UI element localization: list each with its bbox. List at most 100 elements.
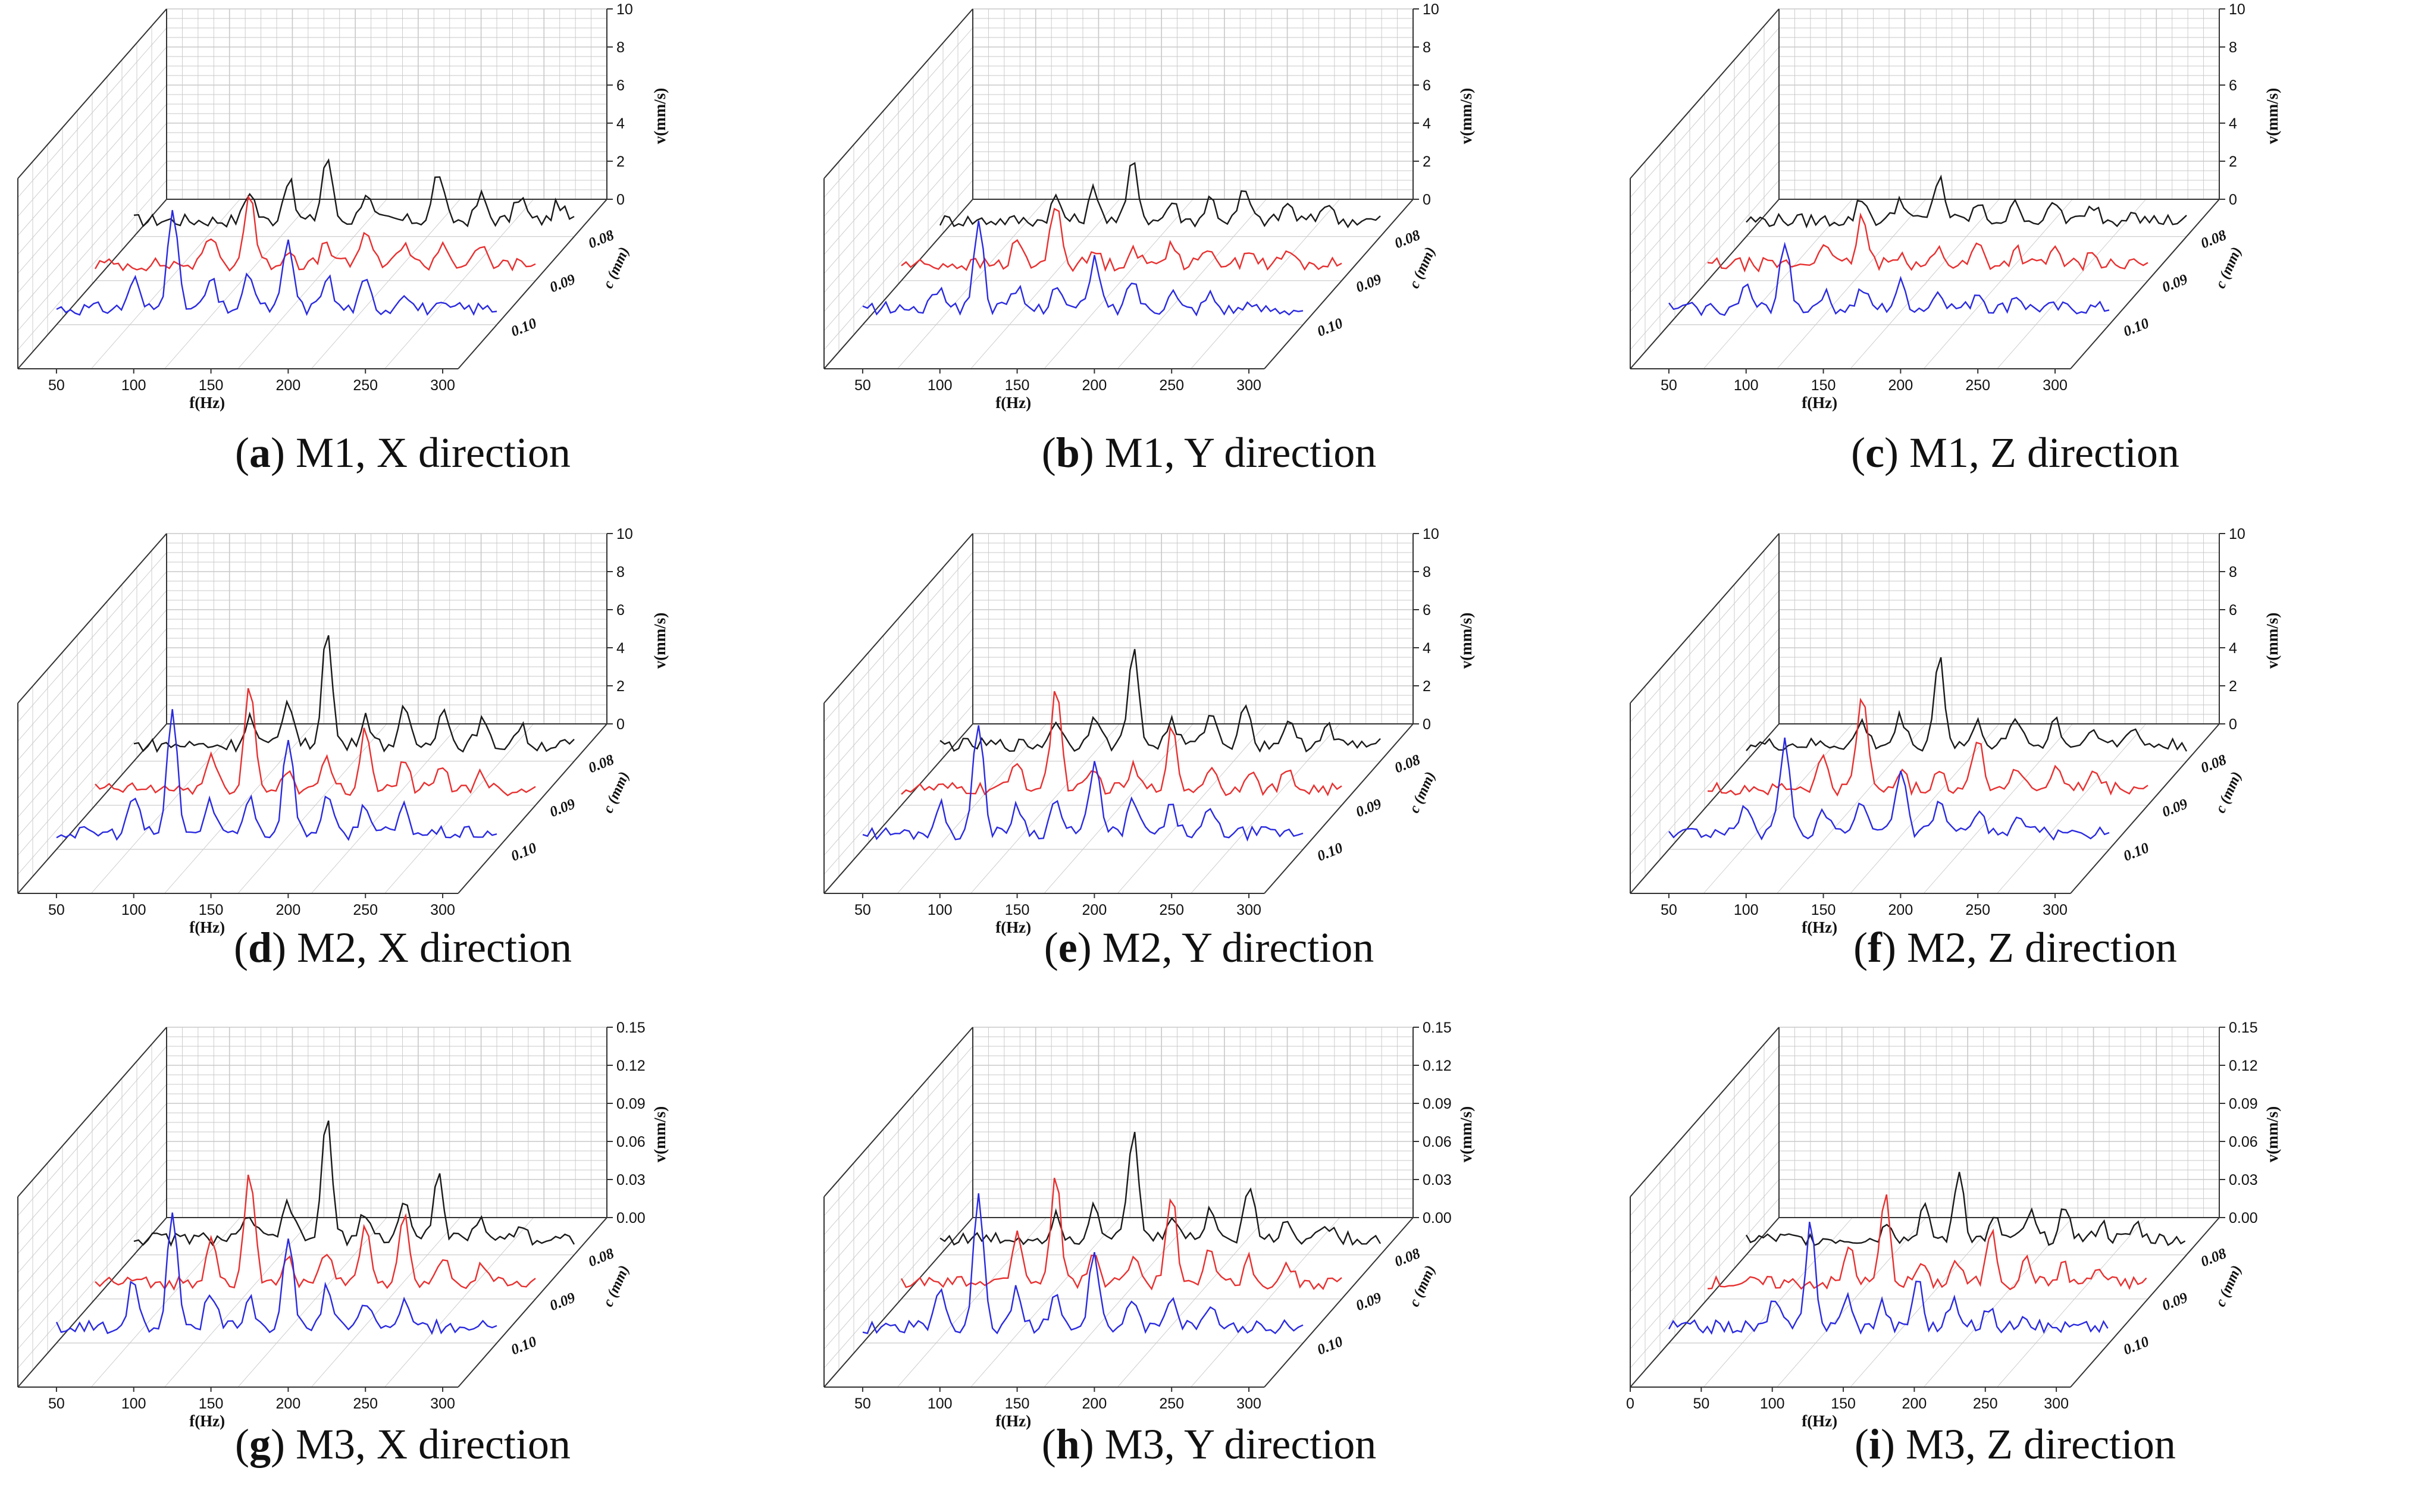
caption-open: ( [1044,924,1058,971]
caption-open: ( [1851,429,1866,476]
y-tick-label: 8 [616,39,625,56]
caption-open: ( [235,1420,250,1468]
z-axis-label: c (mm) [2212,244,2244,291]
series-line-0.10 [862,725,1304,842]
x-tick-label: 250 [1965,902,1990,918]
x-tick-label: 200 [1888,377,1913,394]
z-axis-label: c (mm) [1406,769,1438,815]
y-tick-label: 0.00 [1423,1210,1452,1226]
y-tick-label: 0 [2229,192,2237,208]
z-tick-label: 0.10 [509,1334,539,1359]
x-axis-label: f(Hz) [189,394,225,412]
z-tick-label: 0.10 [509,840,539,865]
chart-panel-d: 0 2 4 6 8 10 v(mm/s) 50 100 150 200 250 300 f(Hz) 0.08… [0,525,806,977]
caption-letter: a [249,429,271,476]
series-line-0.09 [1707,1194,2147,1291]
y-axis-label: v(mm/s) [651,88,669,144]
grid [1630,1027,2220,1388]
y-tick-label: 4 [2229,640,2237,657]
caption-letter: e [1058,924,1078,971]
y-tick-label: 0 [2229,716,2237,733]
x-tick-label: 100 [121,1395,146,1412]
axes-frame [1630,8,2225,374]
x-tick-label: 150 [1005,902,1030,918]
caption-open: ( [1853,924,1868,971]
y-tick-label: 10 [616,526,633,542]
z-tick-label: 0.09 [2160,1290,2190,1315]
z-tick-label: 0.10 [509,315,539,340]
axes-frame [17,1027,613,1392]
y-tick-label: 2 [616,678,625,695]
z-tick-label: 0.10 [2121,1334,2151,1359]
panel-caption-c: (c) M1, Z direction [1612,428,2418,478]
x-tick-label: 150 [199,902,224,918]
y-tick-label: 6 [616,602,625,619]
y-tick-label: 0.09 [2229,1096,2258,1112]
grid [823,533,1414,894]
panel-caption-d: (d) M2, X direction [0,923,806,973]
x-tick-label: 200 [1082,902,1107,918]
series-line-0.10 [862,1193,1304,1335]
caption-text: ) M2, Z direction [1882,924,2177,971]
caption-letter: f [1868,924,1883,971]
panel-caption-h: (h) M3, Y direction [806,1420,1612,1469]
x-tick-label: 200 [276,1395,301,1412]
z-tick-label: 0.09 [1354,796,1384,821]
series-line-0.10 [55,1212,497,1335]
x-tick-label: 100 [121,377,146,394]
caption-open: ( [235,429,250,476]
x-tick-label: 250 [1965,377,1990,394]
x-tick-label: 300 [2043,377,2068,394]
y-tick-label: 0.15 [616,1019,646,1036]
x-tick-label: 150 [1831,1395,1856,1412]
z-axis-label: c (mm) [600,1263,632,1309]
chart-svg-d: 0 2 4 6 8 10 v(mm/s) 50 100 150 200 250 300 f(Hz) 0.08… [17,526,669,936]
chart-panel-b: 0 2 4 6 8 10 v(mm/s) 50 100 150 200 250 300 f(Hz) 0.08… [806,0,1612,452]
x-tick-label: 150 [199,1395,224,1412]
chart-panel-g: 0.00 0.03 0.06 0.09 0.12 0.15 v(mm/s) 50 100 150 2… [0,1018,806,1470]
y-tick-label: 2 [2229,153,2237,170]
x-tick-label: 150 [1005,1395,1030,1412]
y-axis-label: v(mm/s) [651,1106,669,1162]
grid [17,8,607,369]
series-line-0.10 [1668,241,2110,316]
axes-frame [1630,1027,2225,1392]
caption-letter: g [249,1420,271,1468]
y-tick-label: 2 [1423,678,1431,695]
z-axis-label: c (mm) [600,769,632,815]
caption-open: ( [1855,1420,1869,1468]
y-tick-label: 10 [2229,1,2245,18]
z-tick-label: 0.10 [1315,840,1345,865]
series-line-0.09 [900,1177,1342,1291]
series-line-0.09 [1707,697,2148,797]
grid [17,533,607,894]
caption-open: ( [1041,1420,1056,1468]
z-tick-label: 0.09 [547,271,578,296]
y-axis-label: v(mm/s) [2263,1106,2281,1162]
x-tick-label: 300 [430,1395,455,1412]
z-tick-label: 0.09 [547,1290,578,1315]
x-tick-label: 200 [1902,1395,1927,1412]
x-tick-label: 50 [854,377,871,394]
y-tick-label: 0.06 [616,1134,646,1150]
y-tick-label: 0.15 [1423,1019,1452,1036]
series-line-0.08 [1745,1172,2186,1247]
y-tick-label: 0 [1423,716,1431,733]
caption-letter: i [1869,1420,1881,1468]
series-line-0.08 [1746,657,2188,752]
series-line-0.08 [133,1120,575,1247]
x-tick-label: 50 [1661,377,1677,394]
x-tick-label: 100 [1734,377,1759,394]
x-axis-label: f(Hz) [995,394,1031,412]
y-axis-label: v(mm/s) [2263,88,2281,144]
x-tick-label: 250 [1159,902,1184,918]
grid [823,8,1414,369]
x-tick-label: 250 [1159,377,1184,394]
x-tick-label: 250 [353,902,378,918]
z-tick-label: 0.10 [1315,1334,1345,1359]
z-axis-label: c (mm) [1406,244,1438,291]
chart-panel-a: 0 2 4 6 8 10 v(mm/s) 50 100 150 200 250 300 f(Hz) 0.08… [0,0,806,452]
grid [1630,8,2220,369]
x-axis-label: f(Hz) [995,1412,1031,1430]
y-axis-label: v(mm/s) [2263,613,2281,669]
